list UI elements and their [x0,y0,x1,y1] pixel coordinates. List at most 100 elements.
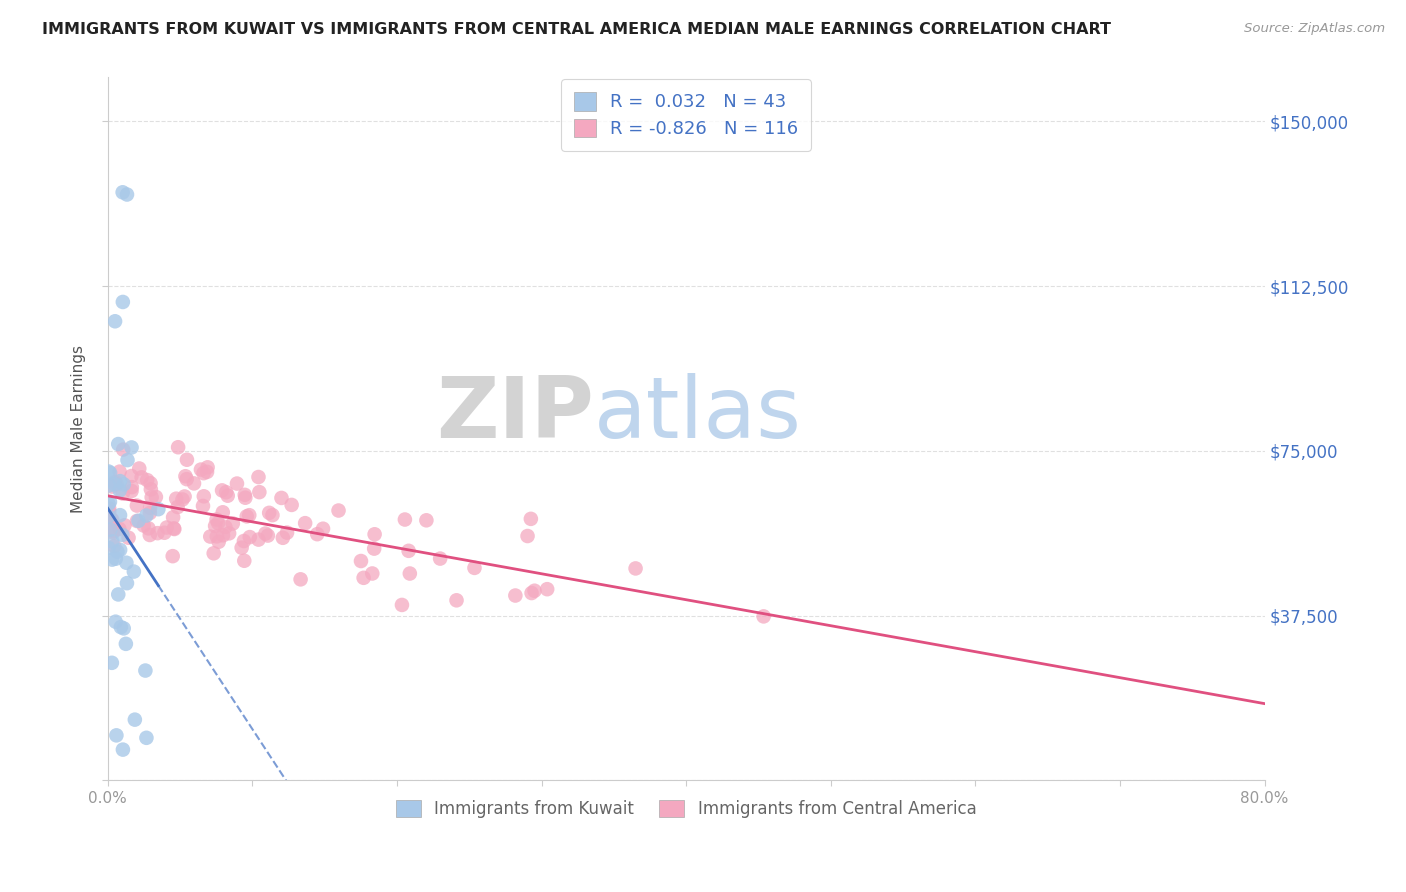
Point [115,637,138,651]
Point [124,713,146,727]
Point [520,586,543,600]
Point [233,488,256,502]
Point [100,523,122,537]
Point [120,469,142,483]
Legend: Immigrants from Kuwait, Immigrants from Central America: Immigrants from Kuwait, Immigrants from … [389,793,983,825]
Point [257,528,280,542]
Point [516,529,538,543]
Point [183,476,205,491]
Point [247,485,270,500]
Point [205,512,228,526]
Point [146,526,169,541]
Point [101,534,124,549]
Point [114,518,136,533]
Point [446,593,468,607]
Point [174,469,197,483]
Point [125,514,148,528]
Point [115,556,138,570]
Point [135,731,157,745]
Point [112,477,135,491]
Point [101,656,124,670]
Point [163,522,186,536]
Point [193,466,215,480]
Point [110,620,132,634]
Point [108,542,131,557]
Point [270,491,292,505]
Point [463,561,485,575]
Point [257,506,280,520]
Point [233,491,256,505]
Point [624,561,647,575]
Point [247,533,270,547]
Point [162,549,184,563]
Point [97,465,120,479]
Point [138,521,160,535]
Point [195,465,218,479]
Point [312,522,335,536]
Point [104,314,127,328]
Point [162,510,184,524]
Text: Source: ZipAtlas.com: Source: ZipAtlas.com [1244,22,1385,36]
Point [211,483,233,498]
Point [131,470,153,484]
Point [145,490,167,504]
Point [117,531,139,545]
Point [121,441,143,455]
Point [172,492,194,507]
Point [208,534,231,549]
Point [217,489,239,503]
Point [429,551,451,566]
Y-axis label: Median Male Earnings: Median Male Earnings [72,345,86,513]
Point [148,502,170,516]
Point [101,480,124,494]
Point [101,525,124,540]
Point [135,508,157,523]
Point [97,509,120,524]
Point [520,512,543,526]
Point [262,508,284,523]
Point [197,460,219,475]
Point [100,511,122,525]
Point [218,526,240,541]
Text: atlas: atlas [593,374,801,457]
Point [107,437,129,451]
Point [103,477,125,491]
Point [222,516,245,531]
Point [233,554,256,568]
Point [163,521,186,535]
Point [166,500,188,514]
Point [280,498,302,512]
Point [122,565,145,579]
Point [226,476,249,491]
Point [211,505,233,519]
Point [97,541,120,555]
Point [235,509,257,524]
Point [139,506,162,520]
Point [523,583,546,598]
Point [108,474,131,488]
Point [111,528,134,542]
Point [103,524,125,538]
Point [98,478,121,492]
Point [98,504,121,518]
Point [176,452,198,467]
Point [132,518,155,533]
Point [176,472,198,486]
Point [107,587,129,601]
Point [115,576,138,591]
Point [121,480,143,494]
Point [107,545,129,559]
Point [111,486,134,500]
Point [328,503,350,517]
Point [111,186,134,200]
Point [101,513,124,527]
Point [391,598,413,612]
Point [108,508,131,523]
Point [239,530,262,544]
Point [363,541,385,556]
Text: ZIP: ZIP [436,374,593,457]
Point [238,508,260,523]
Point [231,541,253,555]
Point [212,528,235,542]
Point [98,466,121,480]
